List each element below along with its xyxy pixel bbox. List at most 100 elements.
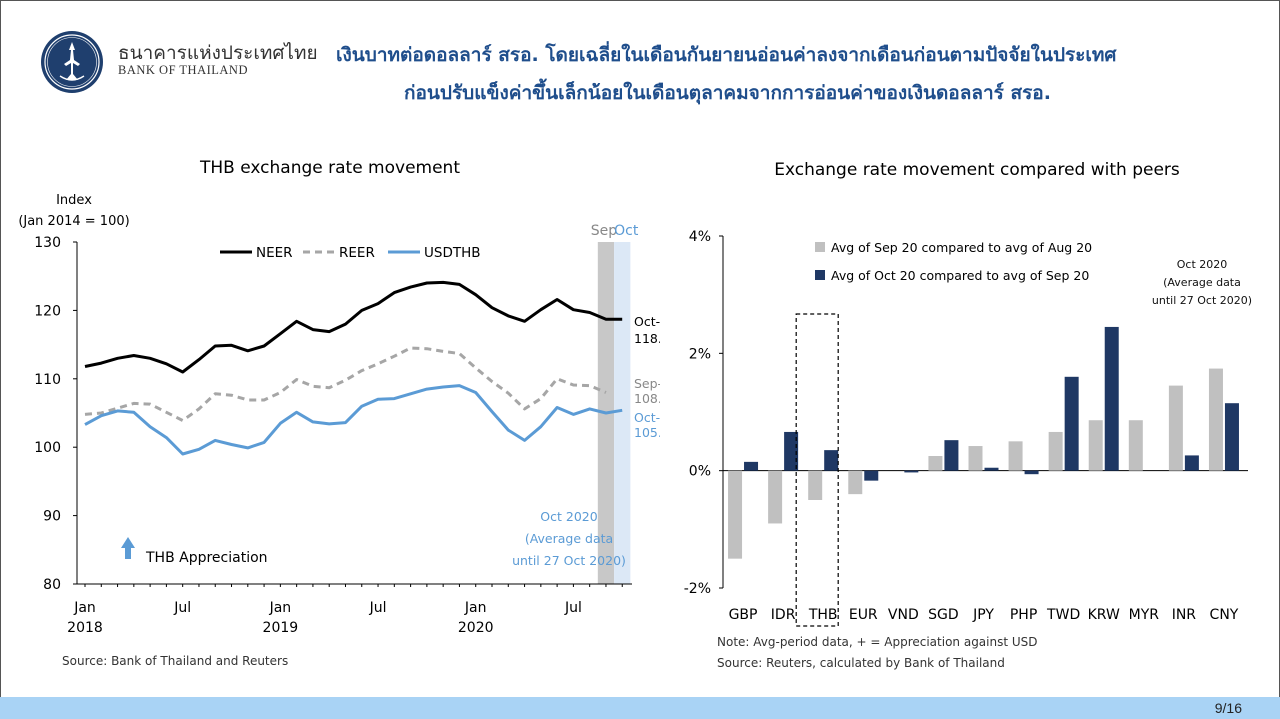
bar-cny-sep (1208, 368, 1223, 471)
category-label-idr: IDR (771, 607, 796, 623)
slide-headline: เงินบาทต่อดอลลาร์ สรอ. โดยเฉลี่ยในเดือนก… (336, 36, 1246, 112)
bar-idr-oct (784, 431, 799, 471)
right-annotation-line: until 27 Oct 2020) (1152, 294, 1252, 307)
bar-myr-sep (1128, 420, 1143, 471)
bar-thb-sep (808, 470, 823, 500)
left-y-tick-label: 100 (34, 440, 61, 456)
category-label-krw: KRW (1088, 607, 1120, 623)
left-annotation-line: Oct 2020 (540, 509, 597, 524)
shade-label-sep: Sep (591, 223, 618, 239)
series-line-usdthb (84, 384, 623, 456)
legend-label-usdthb: USDTHB (424, 245, 481, 261)
bar-thb-oct (824, 450, 839, 471)
bar-eur-oct (864, 470, 879, 481)
category-label-php: PHP (1010, 607, 1037, 623)
left-x-tick-label: Jan (464, 600, 487, 616)
bar-jpy-oct (984, 467, 999, 471)
legend-swatch-sep (815, 242, 825, 252)
right-y-tick-label: -2% (684, 581, 711, 597)
category-label-thb: THB (808, 607, 838, 623)
bar-gbp-sep (728, 470, 743, 559)
right-annotation-line: Oct 2020 (1177, 258, 1228, 271)
bar-sgd-oct (944, 440, 959, 471)
left-x-year-label: 2019 (263, 620, 299, 636)
headline-line-2: ก่อนปรับแข็งค่าขึ้นเล็กน้อยในเดือนตุลาคม… (404, 82, 1051, 104)
end-label-period: Oct-20 (634, 410, 660, 425)
org-name-english: BANK OF THAILAND (118, 63, 248, 77)
peer-comparison-chart: Exchange rate movement compared with pee… (684, 160, 1252, 670)
category-label-twd: TWD (1046, 607, 1080, 623)
bar-eur-sep (848, 470, 863, 495)
bank-of-thailand-logo-icon (41, 31, 103, 93)
end-label-value: 118.7 (634, 331, 660, 346)
page-number: 9/16 (1214, 700, 1242, 716)
legend-label-oct: Avg of Oct 20 compared to avg of Sep 20 (831, 268, 1089, 283)
left-x-year-label: 2020 (458, 620, 494, 636)
category-label-gbp: GBP (729, 607, 758, 623)
bar-vnd-oct (904, 470, 919, 473)
headline-line-1: เงินบาทต่อดอลลาร์ สรอ. โดยเฉลี่ยในเดือนก… (336, 44, 1117, 66)
appreciation-label: THB Appreciation (145, 550, 268, 566)
right-y-tick-label: 0% (689, 464, 711, 480)
bar-krw-sep (1088, 420, 1103, 471)
left-y-tick-label: 110 (34, 372, 61, 388)
category-label-vnd: VND (888, 607, 919, 623)
left-x-tick-label: Jan (269, 600, 292, 616)
bar-krw-oct (1104, 326, 1119, 471)
highlight-box-thb (795, 313, 839, 627)
left-annotation-line: until 27 Oct 2020) (512, 553, 626, 568)
left-y-tick-label: 80 (43, 577, 61, 593)
legend-label-sep: Avg of Sep 20 compared to avg of Aug 20 (831, 240, 1092, 255)
left-y-tick-label: 120 (34, 303, 61, 319)
category-label-eur: EUR (849, 607, 878, 623)
right-chart-source: Source: Reuters, calculated by Bank of T… (717, 656, 1005, 670)
end-label-period: Sep-20 (634, 376, 660, 391)
left-x-tick-label: Jul (369, 600, 387, 616)
series-line-neer (84, 280, 623, 374)
legend-label-neer: NEER (256, 245, 293, 261)
bar-cny-oct (1224, 403, 1239, 471)
legend-swatch-oct (815, 270, 825, 280)
bar-twd-sep (1048, 431, 1063, 471)
left-y-tick-label: 130 (34, 235, 61, 251)
right-chart-title: Exchange rate movement compared with pee… (774, 160, 1180, 180)
left-chart-title: THB exchange rate movement (199, 158, 460, 178)
left-x-tick-label: Jan (73, 600, 96, 616)
bar-php-oct (1024, 470, 1039, 475)
left-annotation-line: (Average data (525, 531, 613, 546)
bar-sgd-sep (928, 456, 943, 471)
left-y-axis-label-2: (Jan 2014 = 100) (18, 214, 129, 229)
right-y-tick-label: 2% (689, 346, 711, 362)
left-x-year-label: 2018 (67, 620, 103, 636)
bar-jpy-sep (968, 446, 983, 471)
shade-label-oct: Oct (614, 223, 639, 239)
category-label-sgd: SGD (928, 607, 959, 623)
left-chart-source: Source: Bank of Thailand and Reuters (62, 654, 288, 668)
end-label-period: Oct-20 (634, 314, 660, 329)
category-label-cny: CNY (1210, 607, 1239, 623)
right-chart-note: Note: Avg-period data, + = Appreciation … (717, 635, 1038, 649)
bar-idr-sep (768, 470, 783, 524)
series-line-reer (84, 346, 607, 422)
end-label-value: 105.4 (634, 425, 660, 440)
legend-label-reer: REER (339, 245, 375, 261)
category-label-jpy: JPY (972, 607, 994, 623)
footer-bar (0, 697, 1280, 719)
left-y-tick-label: 90 (43, 509, 61, 525)
bar-php-sep (1008, 441, 1023, 471)
end-label-value: 108.0 (634, 391, 660, 406)
appreciation-arrow-icon (121, 537, 135, 559)
left-x-tick-label: Jul (173, 600, 191, 616)
bar-twd-oct (1064, 376, 1079, 471)
thb-exchange-rate-chart: THB exchange rate movement Index (Jan 20… (18, 158, 660, 668)
right-annotation-line: (Average data (1163, 276, 1241, 289)
bar-inr-oct (1184, 455, 1199, 471)
shade-oct (614, 242, 631, 584)
org-name-thai: ธนาคารแห่งประเทศไทย (118, 42, 318, 64)
bar-inr-sep (1168, 385, 1183, 471)
bar-gbp-oct (744, 461, 759, 471)
right-y-tick-label: 4% (689, 229, 711, 245)
left-x-tick-label: Jul (564, 600, 582, 616)
category-label-myr: MYR (1129, 607, 1160, 623)
left-y-axis-label-1: Index (56, 193, 92, 208)
